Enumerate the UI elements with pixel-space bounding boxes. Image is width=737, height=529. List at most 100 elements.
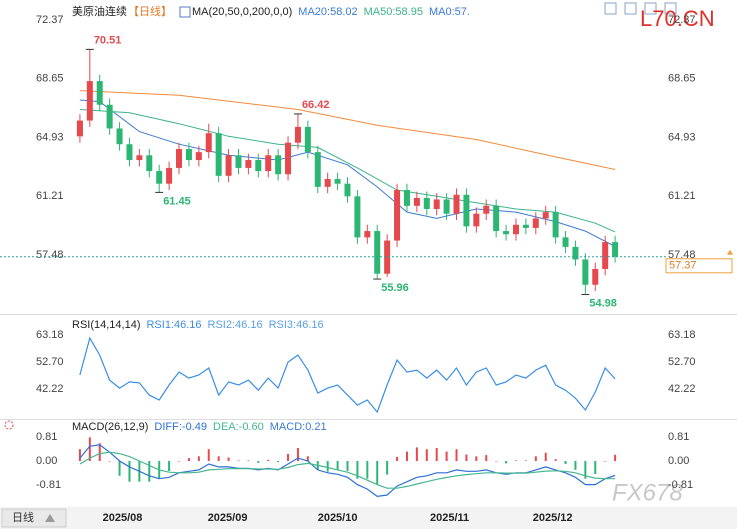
macd-bar xyxy=(336,461,339,470)
macd-bar xyxy=(356,461,359,479)
macd-bar xyxy=(614,454,617,462)
macd-bar xyxy=(435,448,438,462)
settings-icon[interactable] xyxy=(4,420,14,430)
candle-body xyxy=(423,197,430,209)
extreme-label: 61.45 xyxy=(163,195,191,207)
candle-body xyxy=(374,231,381,274)
macd-bar xyxy=(524,460,527,462)
y-tick-label: 68.65 xyxy=(36,73,64,85)
y-tick-label: 63.18 xyxy=(668,329,696,341)
macd-bar xyxy=(594,461,597,475)
candle-body xyxy=(413,197,420,206)
y-tick-label: 0.00 xyxy=(36,455,57,467)
y-tick-label: 72.37 xyxy=(668,14,696,26)
period-button-label[interactable]: 日线 xyxy=(12,510,34,524)
candle-body xyxy=(195,152,202,161)
candle-body xyxy=(76,120,83,137)
extreme-label: 55.96 xyxy=(381,282,409,294)
last-price-arrow xyxy=(727,249,733,255)
macd-bar xyxy=(445,451,448,462)
y-tick-label: 61.21 xyxy=(36,190,64,202)
candle-body xyxy=(314,152,321,187)
candle-body xyxy=(433,199,440,209)
y-tick-label: 0.81 xyxy=(36,431,57,443)
candle-body xyxy=(245,160,252,168)
toolbar-icon[interactable] xyxy=(664,2,677,15)
candle-body xyxy=(344,183,351,197)
toolbar-icons xyxy=(604,2,677,15)
watermark: L70.CN xyxy=(640,6,715,31)
candle-body xyxy=(512,224,519,235)
candle-body xyxy=(552,212,559,238)
macd-bar xyxy=(267,459,270,462)
y-tick-label: 0.00 xyxy=(668,455,689,467)
candle-body xyxy=(166,167,173,184)
candle-body xyxy=(453,194,460,214)
candle-body xyxy=(215,133,222,176)
candle-body xyxy=(354,196,361,238)
candle-body xyxy=(146,155,153,172)
macd-bar xyxy=(148,461,151,482)
legend-entry: RSI1:46.16 xyxy=(146,319,201,331)
macd-bar xyxy=(485,455,488,462)
panel-title: RSI(14,14,14) xyxy=(72,319,140,331)
y-tick-label: 57.48 xyxy=(668,249,696,261)
candle-body xyxy=(136,155,143,161)
macd-bar xyxy=(128,461,131,482)
ma-line xyxy=(79,109,616,233)
y-tick-label: -0.81 xyxy=(36,479,61,491)
panel-title: MACD(26,12,9) xyxy=(72,421,148,433)
macd-bar xyxy=(237,460,240,462)
candle-body xyxy=(285,142,292,175)
x-tick-label: 2025/08 xyxy=(103,512,143,524)
macd-bar xyxy=(287,453,290,462)
candle-body xyxy=(185,148,192,161)
candle-body xyxy=(86,81,93,121)
y-tick-label: 72.37 xyxy=(36,14,64,26)
macd-bar xyxy=(514,460,517,462)
candle-body xyxy=(473,213,480,227)
legend-entry: DEA:-0.60 xyxy=(213,421,264,433)
candle-body xyxy=(463,194,470,227)
y-tick-label: 64.93 xyxy=(668,131,696,143)
toolbar-icon[interactable] xyxy=(644,2,657,15)
y-tick-label: 42.22 xyxy=(36,383,64,395)
ma-line xyxy=(79,90,616,170)
y-tick-label: 63.18 xyxy=(36,329,64,341)
y-tick-label: 52.70 xyxy=(668,356,696,368)
macd-bar xyxy=(396,456,399,462)
macd-bar xyxy=(197,456,200,462)
y-tick-label: 64.93 xyxy=(36,131,64,143)
legend-entry: DIFF:-0.49 xyxy=(154,421,207,433)
candle-body xyxy=(304,126,311,153)
toolbar-icon[interactable] xyxy=(624,2,637,15)
macd-bar xyxy=(425,449,428,462)
candle-body xyxy=(265,155,272,172)
extreme-label: 54.98 xyxy=(589,297,617,309)
x-tick-label: 2025/11 xyxy=(430,512,469,524)
candle-body xyxy=(235,155,242,168)
legend-entry: RSI2:46.16 xyxy=(208,319,263,331)
macd-bar xyxy=(98,443,101,462)
candle-body xyxy=(126,144,133,161)
macd-bar xyxy=(554,459,557,462)
macd-bar xyxy=(178,461,181,462)
macd-bar xyxy=(247,460,250,462)
candle-body xyxy=(582,259,589,285)
candle-body xyxy=(612,242,619,257)
legend-entry: MA20:58.02 xyxy=(298,6,357,18)
period-label: 【日线】 xyxy=(128,4,172,18)
macd-bar xyxy=(604,461,607,462)
macd-bar xyxy=(405,451,408,462)
toolbar-icon[interactable] xyxy=(604,2,617,15)
macd-bar xyxy=(326,461,329,472)
period-button[interactable] xyxy=(1,508,67,528)
extreme-label: 66.42 xyxy=(302,99,330,111)
candle-body xyxy=(483,205,490,214)
macd-bar xyxy=(544,452,547,462)
extreme-label: 70.51 xyxy=(94,34,122,46)
candle-body xyxy=(384,240,391,274)
macd-bar xyxy=(227,457,230,462)
candle-body xyxy=(532,218,539,228)
y-tick-label: 61.21 xyxy=(668,190,696,202)
